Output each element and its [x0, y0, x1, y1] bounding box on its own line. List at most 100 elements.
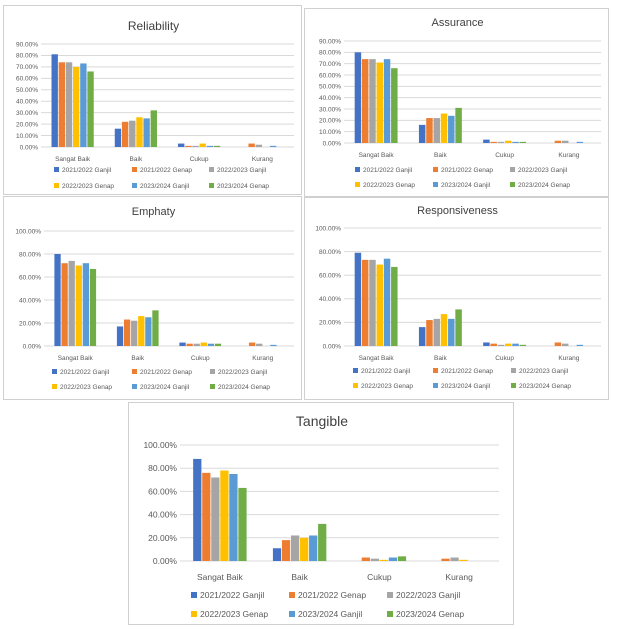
legend-swatch — [191, 611, 197, 617]
y-tick-label: 60.00% — [19, 274, 41, 281]
bar — [554, 342, 562, 346]
legend-swatch — [355, 182, 360, 187]
bar — [497, 141, 505, 143]
legend-swatch — [387, 611, 393, 617]
bar — [213, 145, 221, 147]
bar — [433, 118, 440, 143]
x-category-label: Sangat Baik — [359, 355, 395, 362]
bar — [391, 68, 398, 143]
y-tick-label: 0.00% — [23, 343, 42, 350]
bar — [152, 310, 159, 346]
legend-swatch — [210, 384, 215, 389]
bar — [391, 266, 398, 346]
bar — [370, 558, 379, 561]
x-category-label: Cukup — [191, 355, 210, 362]
legend-swatch — [132, 167, 137, 172]
legend-swatch — [355, 167, 360, 172]
bar — [379, 559, 389, 561]
y-tick-label: 80.00% — [19, 251, 41, 258]
legend-swatch — [289, 592, 295, 598]
legend-label: 2022/2023 Genap — [363, 182, 415, 189]
bar — [512, 343, 519, 346]
y-tick-label: 30.00% — [16, 110, 38, 117]
x-category-label: Baik — [131, 355, 144, 362]
y-tick-label: 10.00% — [319, 129, 341, 136]
x-category-label: Kurang — [252, 156, 273, 163]
x-category-label: Baik — [291, 572, 308, 582]
legend-swatch — [132, 369, 137, 374]
y-tick-label: 50.00% — [319, 84, 341, 91]
bar — [512, 141, 519, 143]
bar — [519, 141, 527, 143]
y-tick-label: 40.00% — [319, 95, 341, 102]
y-tick-label: 60.00% — [16, 76, 38, 83]
y-tick-label: 0.00% — [20, 144, 39, 151]
x-category-label: Cukup — [495, 355, 514, 362]
legend-swatch — [210, 369, 215, 374]
bar — [61, 263, 68, 346]
legend-label: 2022/2023 Genap — [62, 183, 114, 190]
bar — [309, 535, 318, 561]
bar — [256, 343, 263, 346]
legend-swatch — [209, 167, 214, 172]
bar — [497, 344, 505, 346]
legend-swatch — [289, 611, 295, 617]
bar — [211, 477, 220, 561]
bar — [193, 343, 200, 346]
legend-label: 2022/2023 Genap — [200, 609, 268, 619]
y-tick-label: 60.00% — [148, 486, 177, 496]
legend-swatch — [433, 182, 438, 187]
legend-label: 2021/2022 Genap — [441, 368, 493, 375]
legend-label: 2023/2024 Genap — [218, 384, 270, 391]
chart-responsiveness-svg: Responsiveness 0.00% 20.00% 40.00% 60.00% 80.… — [315, 205, 601, 390]
x-category-label: Kurang — [252, 355, 273, 362]
bar — [193, 458, 202, 561]
bar — [397, 556, 407, 561]
y-tick-label: 90.00% — [16, 41, 38, 48]
legend-label: 2023/2024 Genap — [396, 609, 464, 619]
bar — [58, 62, 66, 147]
bar — [490, 141, 497, 143]
bar — [426, 118, 433, 143]
chart-tangible: Tangible 0.00% 20.00% 40.00% 60.00% 80.00% 100… — [128, 402, 514, 625]
x-category-label: Kurang — [558, 152, 579, 159]
bar — [51, 54, 58, 147]
legend-swatch — [510, 182, 515, 187]
bar — [561, 140, 569, 143]
bar — [178, 143, 185, 147]
bar — [376, 62, 384, 143]
y-tick-label: 70.00% — [319, 61, 341, 68]
x-category-label: Sangat Baik — [58, 355, 94, 362]
y-tick-label: 20.00% — [16, 121, 38, 128]
y-tick-label: 80.00% — [16, 53, 38, 60]
legend-label: 2022/2023 Genap — [361, 383, 413, 390]
bar — [150, 110, 157, 147]
bar — [145, 317, 152, 346]
bar — [131, 320, 138, 346]
y-tick-label: 40.00% — [148, 510, 177, 520]
legend-label: 2023/2024 Genap — [217, 183, 269, 190]
y-tick-label: 60.00% — [319, 72, 341, 79]
bar — [354, 52, 362, 144]
bar — [123, 319, 131, 346]
legend-swatch — [511, 368, 516, 373]
legend-label: 2021/2022 Genap — [441, 167, 493, 174]
bar — [450, 557, 459, 561]
legend-swatch — [433, 383, 438, 388]
y-tick-label: 80.00% — [148, 463, 177, 473]
bar — [448, 115, 455, 143]
chart-title: Emphaty — [132, 206, 176, 218]
legend-label: 2021/2022 Genap — [298, 590, 366, 600]
legend-label: 2021/2022 Ganjil — [200, 590, 264, 600]
x-category-label: Cukup — [495, 152, 514, 159]
y-tick-label: 40.00% — [19, 297, 41, 304]
y-tick-label: 90.00% — [319, 38, 341, 45]
chart-title: Tangible — [296, 413, 348, 429]
legend-label: 2023/2024 Genap — [519, 383, 571, 390]
legend-swatch — [54, 167, 59, 172]
chart-responsiveness: Responsiveness 0.00% 20.00% 40.00% 60.00% 80.… — [304, 197, 609, 400]
y-tick-label: 40.00% — [319, 296, 341, 303]
chart-reliability-svg: Reliability 0.00% 10.00% 20.00% 30.00% 40.00%… — [16, 19, 294, 190]
bar — [576, 141, 584, 143]
y-tick-label: 60.00% — [319, 272, 341, 279]
